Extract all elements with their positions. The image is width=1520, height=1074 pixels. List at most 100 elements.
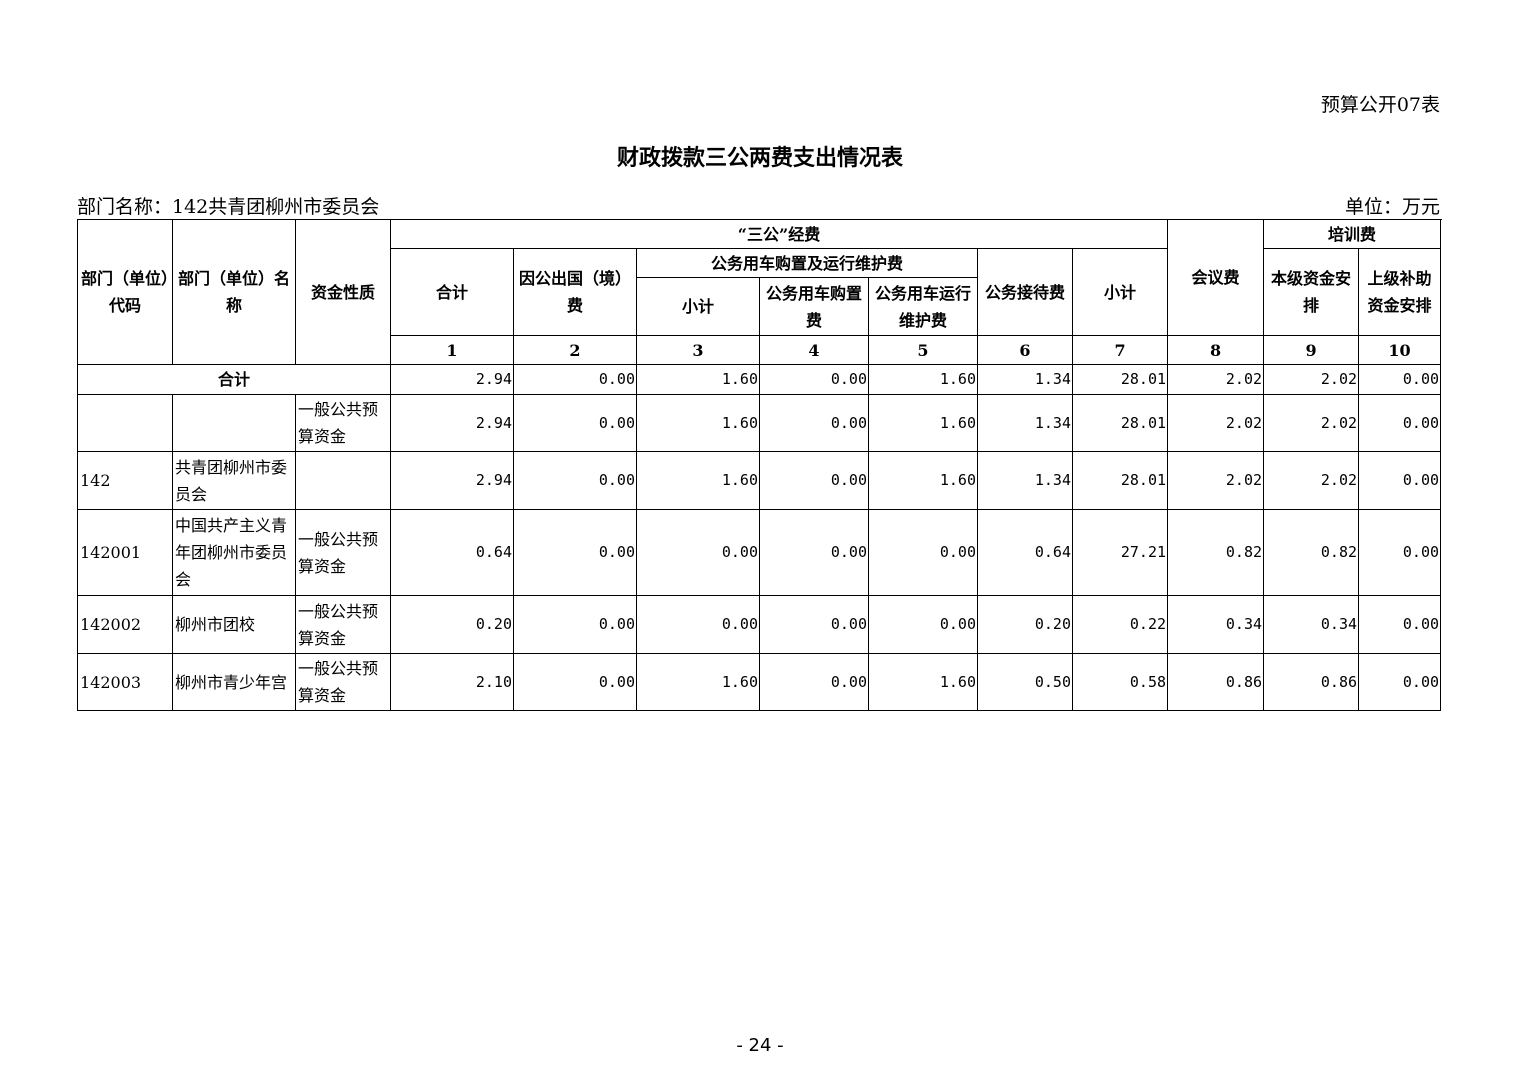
value-cell: 0.00: [513, 653, 637, 711]
value-cell: 2.02: [1263, 451, 1360, 510]
value-cell: 0.00: [1358, 364, 1442, 395]
header-fund-type: 资金性质: [295, 219, 391, 365]
value-cell: 0.00: [513, 595, 637, 654]
value-cell: 1.60: [636, 451, 760, 510]
unit-code: 142: [77, 451, 173, 510]
fund-type: [295, 451, 391, 510]
value-cell: 2.94: [390, 451, 514, 510]
column-number: 7: [1071, 335, 1169, 365]
value-cell: 28.01: [1071, 364, 1169, 395]
column-number: 4: [759, 335, 869, 365]
header-car-buy: 公务用车购置费: [759, 277, 869, 336]
total-row: 合计 2.94 0.00 1.60 0.00 1.60 1.34 28.01 2.02 2.02 0…: [77, 364, 1442, 395]
unit-name: 中国共产主义青年团柳州市委员会: [172, 509, 296, 596]
value-cell: 0.00: [1358, 451, 1442, 510]
value-cell: 0.64: [390, 509, 514, 596]
header-training: 培训费: [1263, 219, 1442, 249]
column-number: 3: [636, 335, 760, 365]
unit-code: 142002: [77, 595, 173, 654]
table-row: 142002 柳州市团校 一般公共预算资金 0.20 0.00 0.00 0.00 0.0…: [77, 595, 1442, 654]
value-cell: 0.00: [1358, 509, 1442, 596]
header-code: 部门（单位）代码: [77, 219, 173, 365]
value-cell: 0.00: [759, 364, 869, 395]
value-cell: 1.60: [636, 364, 760, 395]
header-reception: 公务接待费: [977, 248, 1073, 336]
column-number: 10: [1358, 335, 1442, 365]
value-cell: 0.82: [1167, 509, 1265, 596]
value-cell: 1.60: [636, 653, 760, 711]
value-cell: 0.00: [759, 509, 869, 596]
header-abroad: 因公出国（境）费: [513, 248, 637, 336]
fund-type: 一般公共预算资金: [295, 595, 391, 654]
value-cell: 2.02: [1167, 451, 1265, 510]
value-cell: 2.94: [390, 364, 514, 395]
value-cell: 0.20: [390, 595, 514, 654]
page-number: - 24 -: [736, 1035, 784, 1056]
department-name: 部门名称：142共青团柳州市委员会: [77, 196, 380, 218]
header-meeting: 会议费: [1167, 219, 1265, 336]
value-cell: 1.60: [868, 653, 978, 711]
column-number: 9: [1263, 335, 1360, 365]
header-car-group: 公务用车购置及运行维护费: [636, 248, 978, 278]
value-cell: 2.02: [1167, 364, 1265, 395]
unit-name: 共青团柳州市委员会: [172, 451, 296, 510]
value-cell: 1.60: [868, 451, 978, 510]
value-cell: 2.10: [390, 653, 514, 711]
value-cell: 27.21: [1071, 509, 1169, 596]
column-number: 6: [977, 335, 1073, 365]
value-cell: 0.22: [1071, 595, 1169, 654]
fund-type: 一般公共预算资金: [295, 394, 391, 452]
table-row: 142001 中国共产主义青年团柳州市委员会 一般公共预算资金 0.64 0.00 0…: [77, 509, 1442, 596]
value-cell: 0.34: [1167, 595, 1265, 654]
value-cell: 0.00: [759, 451, 869, 510]
value-cell: 2.02: [1167, 394, 1265, 452]
expense-table: 部门（单位）代码 部门（单位）名称 资金性质 “三公”经费 会议费 培训费 合计…: [77, 219, 1442, 711]
column-number: 8: [1167, 335, 1265, 365]
value-cell: 1.34: [977, 394, 1073, 452]
value-cell: 2.02: [1263, 394, 1360, 452]
header-car-sub: 小计: [636, 277, 760, 336]
value-cell: 1.60: [868, 394, 978, 452]
header-total: 合计: [390, 248, 514, 336]
header-train-local: 本级资金安排: [1263, 248, 1360, 336]
value-cell: 0.00: [513, 364, 637, 395]
header-train-upper: 上级补助资金安排: [1358, 248, 1442, 336]
value-cell: 0.00: [513, 394, 637, 452]
fund-type: 一般公共预算资金: [295, 653, 391, 711]
value-cell: 0.00: [759, 394, 869, 452]
header-sangong: “三公”经费: [389, 219, 1169, 249]
value-cell: 0.00: [513, 451, 637, 510]
value-cell: 0.00: [1358, 653, 1442, 711]
value-cell: 28.01: [1071, 451, 1169, 510]
column-number: 2: [513, 335, 637, 365]
header-name: 部门（单位）名称: [172, 219, 296, 365]
table-row: 142003 柳州市青少年宫 一般公共预算资金 2.10 0.00 1.60 0.00 1…: [77, 653, 1442, 711]
column-number: 1: [390, 335, 514, 365]
value-cell: 0.00: [868, 595, 978, 654]
unit-code: 142003: [77, 653, 173, 711]
value-cell: 0.86: [1263, 653, 1360, 711]
value-cell: 0.50: [977, 653, 1073, 711]
value-cell: 0.00: [868, 509, 978, 596]
value-cell: 0.58: [1071, 653, 1169, 711]
header-car-run: 公务用车运行维护费: [868, 277, 978, 336]
value-cell: 0.00: [1358, 595, 1442, 654]
value-cell: 1.60: [636, 394, 760, 452]
value-cell: 0.82: [1263, 509, 1360, 596]
value-cell: 0.64: [977, 509, 1073, 596]
unit-name: 柳州市青少年宫: [172, 653, 296, 711]
form-number: 预算公开07表: [1320, 94, 1440, 116]
value-cell: 0.00: [636, 509, 760, 596]
page-title: 财政拨款三公两费支出情况表: [616, 145, 903, 171]
value-cell: 0.00: [1358, 394, 1442, 452]
value-cell: 2.94: [390, 394, 514, 452]
value-cell: 1.60: [868, 364, 978, 395]
column-number: 5: [868, 335, 978, 365]
value-cell: 0.00: [759, 653, 869, 711]
value-cell: 0.00: [636, 595, 760, 654]
value-cell: 0.86: [1167, 653, 1265, 711]
value-cell: 1.34: [977, 451, 1073, 510]
total-label: 合计: [77, 364, 391, 395]
unit-code: 142001: [77, 509, 173, 596]
header-train-sub: 小计: [1071, 248, 1169, 336]
